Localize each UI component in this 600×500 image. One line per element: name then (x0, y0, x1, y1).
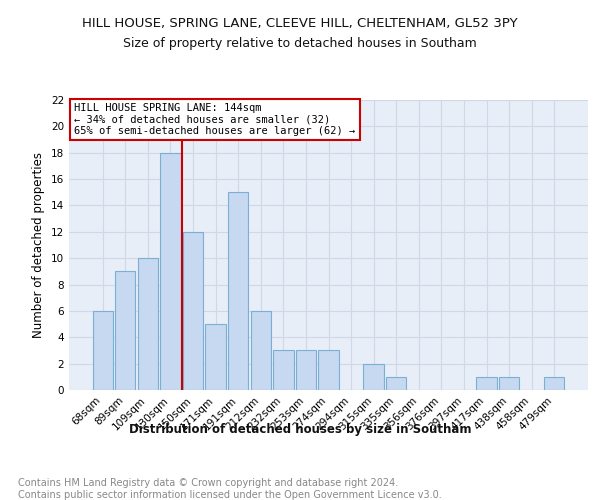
Bar (92, 311, 113, 390)
Text: Distribution of detached houses by size in Southam: Distribution of detached houses by size … (129, 422, 471, 436)
Text: Size of property relative to detached houses in Southam: Size of property relative to detached ho… (123, 38, 477, 51)
Bar (205, 324, 226, 390)
Bar (296, 350, 316, 390)
Bar (476, 377, 497, 390)
Bar (319, 350, 338, 390)
Bar (273, 350, 293, 390)
Bar (364, 364, 384, 390)
Bar (386, 377, 406, 390)
Bar (544, 377, 565, 390)
Bar (251, 311, 271, 390)
Bar (228, 192, 248, 390)
Text: HILL HOUSE, SPRING LANE, CLEEVE HILL, CHELTENHAM, GL52 3PY: HILL HOUSE, SPRING LANE, CLEEVE HILL, CH… (82, 18, 518, 30)
Text: Contains HM Land Registry data © Crown copyright and database right 2024.
Contai: Contains HM Land Registry data © Crown c… (18, 478, 442, 500)
Bar (115, 272, 136, 390)
Bar (183, 232, 203, 390)
Bar (138, 258, 158, 390)
Y-axis label: Number of detached properties: Number of detached properties (32, 152, 46, 338)
Text: HILL HOUSE SPRING LANE: 144sqm
← 34% of detached houses are smaller (32)
65% of : HILL HOUSE SPRING LANE: 144sqm ← 34% of … (74, 103, 355, 136)
Bar (499, 377, 519, 390)
Bar (160, 152, 181, 390)
